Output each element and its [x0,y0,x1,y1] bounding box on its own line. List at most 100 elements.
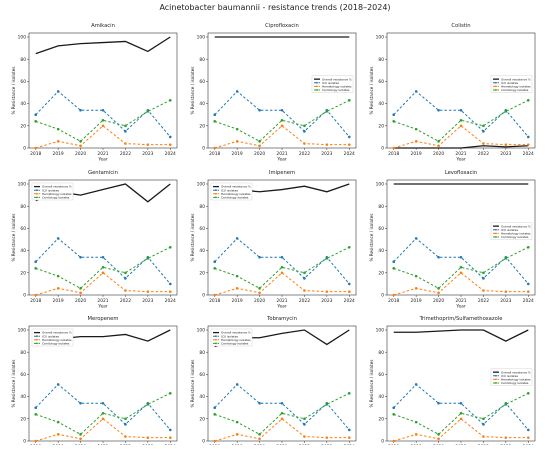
data-point-icu-isolates [56,237,60,240]
data-point-hematology-isolates [414,287,418,290]
legend-marker [495,374,497,377]
x-tick-label: 2019 [411,151,422,157]
y-tick-label: 20 [20,416,26,422]
data-point-icu-isolates [437,401,440,405]
legend-label: Overall resistance % [42,185,72,189]
data-point-cardiology-isolates [504,403,508,406]
data-point-cardiology-isolates [124,417,127,421]
data-point-hematology-isolates [325,290,329,293]
data-point-cardiology-isolates [124,124,127,128]
data-point-cardiology-isolates [168,391,172,395]
legend-label: Overall resistance % [501,224,531,228]
data-point-hematology-isolates [482,435,485,438]
data-point-cardiology-isolates [526,245,530,249]
x-tick-label: 2024 [523,151,534,157]
x-tick-label: 2023 [500,298,511,304]
legend-box [490,222,533,240]
data-point-cardiology-isolates [258,287,261,290]
x-tick-label: 2018 [388,151,399,157]
data-point-cardiology-isolates [325,257,329,260]
data-point-cardiology-isolates [213,120,217,123]
y-tick-label: 20 [20,123,26,129]
data-point-cardiology-isolates [34,413,38,416]
y-axis-label: % Resistance / isolates [11,214,16,262]
data-point-cardiology-isolates [235,127,239,131]
x-tick-label: 2021 [455,151,466,157]
data-point-hematology-isolates [392,146,396,150]
legend-label: ICU isolates [501,81,518,85]
x-axis-label: Year [97,304,107,310]
data-point-hematology-isolates [303,142,306,145]
legend-box [31,182,74,201]
legend-marker [215,192,217,195]
x-axis-label: Year [276,304,286,310]
series-line-icu-isolates [393,90,529,138]
data-point-cardiology-isolates [325,403,329,406]
series-line-overall-resistance [393,329,529,342]
data-point-cardiology-isolates [347,391,351,395]
x-tick-label: 2024 [523,298,534,304]
legend: Overall resistance %ICU isolatesHematolo… [31,328,74,347]
data-point-hematology-isolates [101,271,105,275]
x-tick-label: 2021 [97,298,108,304]
data-point-icu-isolates [101,255,105,259]
legend-box [31,328,74,347]
y-tick-label: 80 [199,350,205,356]
data-point-hematology-isolates [168,143,172,146]
legend-label: Cardiology isolates [221,196,249,200]
legend-label: Overall resistance % [221,185,251,189]
data-point-cardiology-isolates [459,411,463,415]
x-tick-label: 2021 [276,151,287,157]
data-point-cardiology-isolates [347,98,351,102]
data-point-icu-isolates [168,428,172,432]
data-point-hematology-isolates [392,439,396,443]
y-axis-label: % Resistance / isolates [11,360,16,408]
data-point-icu-isolates [347,428,351,432]
data-point-hematology-isolates [124,142,127,145]
panel-title-amikacin: Amikacin [91,23,115,29]
data-point-icu-isolates [392,406,396,410]
y-tick-label: 100 [197,328,206,334]
legend-marker [215,335,217,338]
data-point-hematology-isolates [258,437,261,441]
data-point-hematology-isolates [437,437,440,441]
data-point-hematology-isolates [504,290,508,293]
data-point-icu-isolates [459,108,463,112]
y-tick-label: 40 [20,101,26,107]
legend-label: Cardiology isolates [501,381,529,385]
y-tick-label: 40 [378,394,384,400]
series-line-overall-resistance [35,36,171,55]
data-point-cardiology-isolates [168,245,172,249]
data-point-cardiology-isolates [347,245,351,249]
data-point-cardiology-isolates [280,411,284,415]
data-point-hematology-isolates [56,140,60,143]
data-point-hematology-isolates [482,142,485,145]
data-point-icu-isolates [258,108,261,112]
series-line-hematology-isolates [214,418,350,442]
data-point-hematology-isolates [303,435,306,438]
x-tick-label: 2019 [411,298,422,304]
series-line-hematology-isolates [35,418,171,442]
x-tick-label: 2019 [232,151,243,157]
x-axis-label: Year [276,157,286,163]
y-tick-label: 0 [23,439,26,445]
x-tick-label: 2020 [254,151,265,157]
legend-box [311,75,354,93]
legend: Overall resistance %ICU isolatesHematolo… [210,182,253,201]
legend: Overall resistance %ICU isolatesHematolo… [311,75,354,93]
legend-label: Cardiology isolates [221,342,249,346]
data-point-icu-isolates [79,255,82,259]
data-point-cardiology-isolates [213,267,217,270]
data-point-cardiology-isolates [280,118,284,122]
y-tick-label: 40 [199,101,205,107]
data-point-hematology-isolates [79,437,82,441]
y-tick-label: 0 [202,293,205,299]
legend-marker [495,378,497,381]
panel-title-colistin: Colistin [451,23,470,29]
data-point-icu-isolates [482,130,485,133]
data-point-hematology-isolates [79,291,82,295]
legend-label: Hematology isolates [501,231,531,235]
data-point-cardiology-isolates [56,420,60,424]
data-point-icu-isolates [213,260,217,264]
legend-label: Cardiology isolates [42,196,70,200]
